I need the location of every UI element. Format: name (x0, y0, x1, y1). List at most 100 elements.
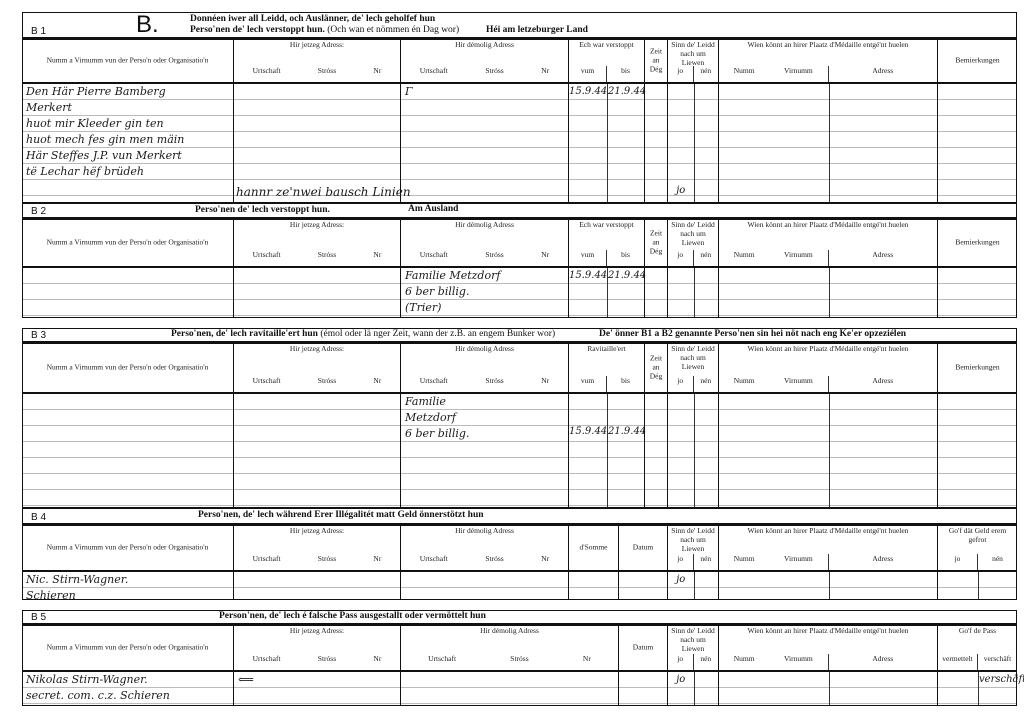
body-subcell[interactable] (719, 268, 829, 318)
header-label-name: Numm a Virnumm vun der Perso'n oder Orga… (46, 362, 209, 371)
body-name[interactable] (22, 392, 233, 508)
body-demolig[interactable]: Familie Metzdorf 6 ber billig. (400, 392, 568, 508)
section-b3: B 3 Perso'nen, de' lech ravitaille'ert hu… (22, 328, 1017, 508)
body-subcell[interactable]: 15.9.44 (569, 84, 607, 203)
body-dates[interactable]: 15.9.44 21.9.44 (568, 392, 646, 508)
handwritten-line: të Lechar hëf brüdeh (26, 165, 144, 178)
body-subcell[interactable] (719, 394, 829, 508)
header-label-name: Numm a Virnumm vun der Perso'n oder Orga… (46, 642, 209, 651)
subheader-urtschaft: Urtschaft (252, 250, 281, 259)
body-subcell[interactable]: jo (668, 672, 694, 706)
body-subcell[interactable]: 21.9.44 (607, 84, 646, 203)
subheader-stross: Stróss (317, 250, 337, 259)
body-demolig[interactable] (400, 670, 618, 706)
body-wien[interactable] (718, 266, 937, 318)
header-gof: Go'f de Pass vermettelt verschäft (937, 623, 1017, 670)
body-subcell[interactable]: 21.9.44 (607, 268, 646, 318)
body-gof[interactable] (937, 570, 1017, 600)
body-subcell[interactable] (828, 394, 939, 508)
body-zeit[interactable] (644, 392, 667, 508)
body-sinn[interactable] (667, 266, 718, 318)
body-subcell[interactable]: jo (668, 84, 694, 203)
body-name[interactable] (22, 266, 233, 318)
body-subcell[interactable] (828, 268, 939, 318)
body-subcell[interactable] (693, 268, 720, 318)
body-subcell[interactable] (668, 268, 694, 318)
subheader-numm: Numm (733, 376, 755, 385)
body-sinn[interactable]: jo (667, 82, 718, 203)
section-title-note: (émol oder lä nger Zeit, wann der z.B. a… (320, 329, 556, 339)
body-jetzeg[interactable] (233, 266, 400, 318)
body-subcell[interactable] (828, 572, 939, 600)
body-subcell[interactable] (693, 572, 720, 600)
body-subcell[interactable] (719, 672, 829, 706)
subheader-numm: Numm (733, 250, 755, 259)
body-gof[interactable]: verschäft (937, 670, 1024, 706)
body-demolig[interactable] (400, 570, 568, 600)
subheader-adress: Adress (872, 554, 894, 563)
body-subcell[interactable]: 15.9.44 (569, 268, 607, 318)
section-title-bar: B 5 Person'nen, de' lech é falsche Pass a… (22, 610, 1017, 626)
body-subcell[interactable]: 21.9.44 (607, 394, 646, 508)
body-wien[interactable] (718, 392, 937, 508)
handwritten-value: 15.9.44 (569, 426, 608, 437)
body-subcell[interactable] (719, 572, 829, 600)
subheader-stross: Stróss (485, 66, 504, 75)
body-jetzeg[interactable] (233, 82, 400, 203)
body-datum[interactable] (618, 570, 667, 600)
subheader-cell: Urtschaft Stróss Nr (234, 554, 400, 570)
body-subcell[interactable]: verschäft (978, 672, 1024, 706)
subheader-urtschaft: Urtschaft (419, 554, 448, 563)
body-subcell[interactable] (693, 394, 720, 508)
body-demolig[interactable]: Familie Metzdorf 6 ber billig. (Trier) (400, 266, 568, 318)
body-sinn[interactable]: jo (667, 670, 718, 706)
body-bem[interactable] (937, 392, 1017, 508)
body-subcell[interactable] (693, 84, 720, 203)
subheader-virnumm: Virnumm (784, 654, 813, 663)
body-subcell[interactable] (668, 394, 694, 508)
header-subrow-dates: vum bis (569, 376, 644, 392)
body-wien[interactable] (718, 82, 937, 203)
body-subcell[interactable] (828, 84, 939, 203)
subheader-cell: Numm Virnumm (719, 654, 828, 670)
body-zeit[interactable] (644, 82, 667, 203)
body-datum[interactable] (618, 670, 667, 706)
body-subcell[interactable] (938, 672, 978, 706)
body-demolig[interactable]: Γ (400, 82, 568, 203)
section-aside: Am Ausland (408, 204, 459, 214)
body-dates[interactable]: 15.9.44 21.9.44 (568, 82, 646, 203)
body-dates[interactable]: 15.9.44 21.9.44 (568, 266, 646, 318)
header-zeit: Zeit an Dég (644, 341, 667, 392)
header-label-gof: Go'f dät Geld erem gefrot (948, 526, 1007, 544)
body-name[interactable]: Nikolas Stirn-Wagner. secret. com. c.z. S… (22, 670, 233, 706)
body-somme[interactable] (568, 570, 618, 600)
body-name[interactable]: Nic. Stirn-Wagner. Schieren (22, 570, 233, 602)
body-wien[interactable] (718, 670, 937, 706)
header-label-demolig: Hir démolig Adress (480, 626, 539, 635)
body-jetzeg[interactable] (233, 392, 400, 508)
body-bem[interactable] (937, 82, 1017, 203)
body-subcell[interactable] (978, 572, 1018, 600)
body-jetzeg[interactable]: ⟸ (233, 670, 400, 706)
handwritten-line: 6 ber billig. (405, 427, 470, 440)
header-label-zeit: Zeit an Dég (649, 353, 663, 380)
subheader-urtschaft: Urtschaft (252, 376, 281, 385)
body-subcell[interactable]: 15.9.44 (569, 394, 607, 508)
body-subcell[interactable] (693, 672, 720, 706)
body-subcell[interactable] (719, 84, 829, 203)
body-bem[interactable] (937, 266, 1017, 318)
body-sinn[interactable] (667, 392, 718, 508)
body-wien[interactable] (718, 570, 937, 600)
subheader-cell: Urtschaft Stróss Nr (401, 554, 568, 570)
header-label-demolig: Hir démolig Adress (455, 40, 514, 49)
header-label-name: Numm a Virnumm vun der Perso'n oder Orga… (46, 55, 209, 64)
body-jetzeg[interactable] (233, 570, 400, 600)
body-name[interactable]: Den Här Pierre Bamberg Merkert huot mir Kl… (22, 82, 233, 203)
subheader-nr: Nr (582, 654, 591, 663)
body-subcell[interactable] (938, 572, 978, 600)
body-subcell[interactable]: jo (668, 572, 694, 600)
body-sinn[interactable]: jo (667, 570, 718, 600)
body-subcell[interactable] (828, 672, 939, 706)
body-zeit[interactable] (644, 266, 667, 318)
header-wien: Wien könnt an hirer Plaatz d'Médaille en… (718, 341, 937, 392)
